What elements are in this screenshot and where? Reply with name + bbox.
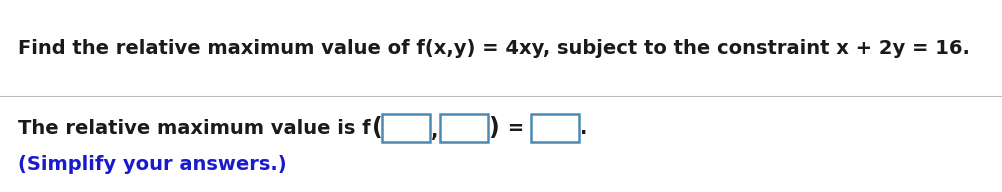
Text: (: ( [372, 116, 383, 140]
Text: Find the relative maximum value of f(x,y) = 4xy, subject to the constraint x + 2: Find the relative maximum value of f(x,y… [18, 39, 970, 57]
Text: =: = [501, 118, 531, 137]
Text: The relative maximum value is f: The relative maximum value is f [18, 118, 371, 137]
Text: ): ) [488, 116, 499, 140]
Bar [383, 114, 431, 142]
Text: .: . [580, 118, 588, 137]
Bar [440, 114, 488, 142]
Text: ,: , [432, 122, 439, 141]
Text: (Simplify your answers.): (Simplify your answers.) [18, 156, 287, 175]
Bar [531, 114, 579, 142]
